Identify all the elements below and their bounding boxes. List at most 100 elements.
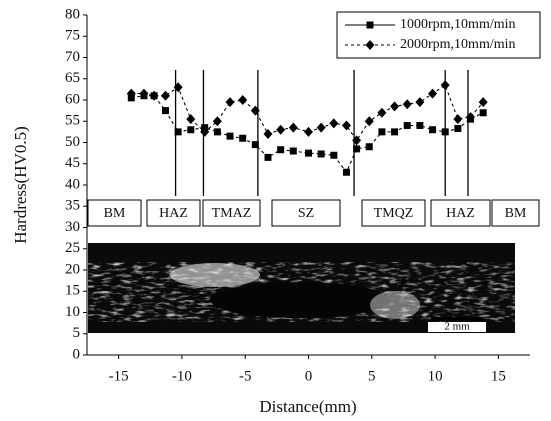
x-tick-label: 5 <box>368 368 376 384</box>
legend-label: 2000rpm,10mm/min <box>400 37 516 52</box>
data-point <box>391 128 399 136</box>
legend-marker <box>365 40 375 50</box>
data-point <box>226 132 234 140</box>
y-tick-label: 5 <box>73 325 81 341</box>
zone-box <box>491 199 540 227</box>
data-point <box>440 80 450 91</box>
x-tick-label: -10 <box>172 368 192 384</box>
data-point <box>453 114 463 125</box>
data-point <box>403 122 411 129</box>
y-tick-label: 75 <box>65 28 80 44</box>
micrograph <box>88 243 515 333</box>
data-point <box>212 116 222 127</box>
x-axis-label: Distance(mm) <box>259 397 356 416</box>
zone-label: BM <box>104 206 126 221</box>
y-tick-label: 65 <box>65 70 80 86</box>
zone-box <box>430 199 491 227</box>
zone-label: HAZ <box>159 206 188 221</box>
data-point <box>225 97 235 108</box>
y-tick-label: 80 <box>65 6 80 22</box>
data-point <box>277 146 285 154</box>
data-point <box>304 126 313 137</box>
data-point <box>341 120 351 131</box>
data-point <box>466 112 476 122</box>
data-point <box>213 128 221 136</box>
x-tick-label: 15 <box>491 368 506 384</box>
data-point <box>161 107 169 115</box>
data-point <box>288 122 298 133</box>
data-point <box>441 128 449 136</box>
legend-label: 1000rpm,10mm/min <box>400 17 516 32</box>
data-point <box>186 114 196 125</box>
zone-label: BM <box>505 206 527 221</box>
data-point <box>126 88 136 99</box>
data-point <box>238 95 248 105</box>
data-point <box>378 128 386 136</box>
data-point <box>276 124 286 135</box>
scale-bar-label: 2 mm <box>444 321 470 333</box>
data-point <box>160 90 170 101</box>
data-point <box>342 168 350 176</box>
zone-label: HAZ <box>446 206 475 221</box>
data-point <box>317 150 325 158</box>
data-point <box>330 151 338 159</box>
data-point <box>149 90 159 101</box>
zone-label: SZ <box>298 206 314 221</box>
data-point <box>200 126 210 137</box>
data-point <box>377 107 387 118</box>
data-point <box>187 126 195 134</box>
data-point <box>329 118 339 129</box>
x-tick-label: -5 <box>239 368 252 384</box>
zone-label: TMQZ <box>374 206 414 221</box>
data-point <box>173 82 183 93</box>
y-tick-label: 25 <box>65 240 80 256</box>
data-point <box>352 135 362 146</box>
y-tick-label: 35 <box>65 198 80 214</box>
y-tick-label: 15 <box>65 283 80 299</box>
data-point <box>251 141 259 149</box>
data-point <box>402 99 412 110</box>
x-tick-label: 10 <box>428 368 443 384</box>
data-point <box>174 128 182 136</box>
zone-box <box>146 199 201 227</box>
zone-label: TMAZ <box>212 206 252 221</box>
data-point <box>239 134 247 142</box>
y-tick-label: 50 <box>65 134 80 150</box>
data-point <box>316 122 326 133</box>
y-axis-label: Hardress(HV0.5) <box>11 126 30 244</box>
zone-box <box>202 199 261 227</box>
legend <box>336 11 541 59</box>
x-tick-label: -15 <box>109 368 129 384</box>
y-tick-label: 70 <box>65 49 80 65</box>
data-point <box>250 105 260 116</box>
data-point <box>390 101 400 112</box>
data-point <box>415 97 425 108</box>
data-point <box>263 129 273 139</box>
data-point <box>364 116 374 127</box>
data-point <box>479 109 487 117</box>
data-point <box>139 88 149 99</box>
legend-marker <box>366 21 374 29</box>
y-tick-label: 55 <box>65 113 80 129</box>
y-tick-label: 30 <box>65 219 80 235</box>
data-point <box>478 97 488 108</box>
series-line <box>131 95 484 174</box>
data-point <box>416 122 424 129</box>
zone-box <box>87 199 142 227</box>
data-point <box>264 153 272 161</box>
data-point <box>454 124 462 132</box>
y-tick-label: 10 <box>65 304 80 320</box>
data-point <box>305 149 312 157</box>
y-tick-label: 20 <box>65 261 80 277</box>
y-tick-label: 40 <box>65 176 80 192</box>
data-point <box>428 88 438 99</box>
zone-box <box>271 199 341 227</box>
data-point <box>353 145 361 153</box>
data-point <box>365 143 373 151</box>
zone-box <box>361 199 426 227</box>
data-point <box>289 147 297 155</box>
x-tick-label: 0 <box>305 368 313 384</box>
y-tick-label: 0 <box>73 346 81 362</box>
y-tick-label: 45 <box>65 155 80 171</box>
